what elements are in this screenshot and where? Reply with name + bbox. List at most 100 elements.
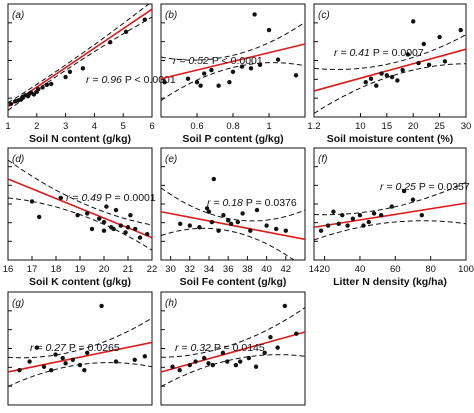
- x-tick-label: 6: [149, 121, 154, 132]
- x-tick-label: 14: [309, 264, 320, 275]
- data-point: [77, 362, 83, 368]
- data-point: [226, 218, 231, 223]
- data-point: [36, 86, 41, 92]
- data-point: [99, 303, 104, 309]
- data-point: [49, 368, 54, 373]
- x-tick-label: 30: [461, 121, 472, 132]
- x-tick-label: 42: [281, 264, 292, 275]
- data-point: [230, 69, 236, 75]
- data-point: [264, 223, 269, 228]
- x-tick-label: 20: [319, 264, 330, 275]
- data-point: [177, 368, 182, 373]
- x-tick-label: 40: [261, 264, 272, 275]
- data-point: [238, 359, 243, 364]
- x-tick-label: 1.2: [307, 121, 320, 132]
- x-tick-label: 10: [355, 121, 366, 132]
- regression-line: [7, 341, 153, 373]
- x-tick-label: 1: [5, 121, 10, 132]
- panel-label: (a): [12, 10, 24, 21]
- data-point: [357, 213, 363, 218]
- data-point: [123, 230, 128, 235]
- data-point: [220, 350, 226, 356]
- data-point: [108, 40, 113, 45]
- data-point: [405, 52, 411, 57]
- confidence-band-upper: [7, 3, 153, 104]
- x-tick-label: 5: [121, 121, 126, 132]
- data-point: [142, 17, 147, 22]
- x-tick-label: 36: [223, 264, 234, 275]
- data-point: [221, 213, 226, 218]
- data-point: [111, 226, 116, 232]
- data-point: [34, 345, 39, 350]
- x-tick-label: 0.8: [226, 121, 239, 132]
- data-point: [378, 213, 384, 218]
- panel-f: 14 20 40 60 80 100 Litter N density (kg/ha) (f)…: [309, 147, 474, 288]
- data-point: [228, 221, 234, 227]
- data-point: [209, 67, 214, 73]
- data-point: [361, 223, 366, 228]
- data-point: [85, 211, 90, 216]
- confidence-band-upper: [160, 307, 306, 358]
- data-point: [187, 362, 192, 368]
- data-point: [101, 219, 107, 225]
- confidence-band-upper: [160, 187, 306, 222]
- panel-label: (h): [165, 298, 177, 309]
- x-tick-label: 60: [390, 264, 401, 275]
- panel-a: 1 2 3 4 5 6 Soil N content (g/kg) (a) r = 0.96 P…: [5, 3, 176, 145]
- data-point: [400, 67, 405, 73]
- x-tick-label: 100: [458, 264, 474, 275]
- data-point: [283, 228, 288, 233]
- panel-label: (g): [12, 298, 24, 309]
- data-point: [374, 83, 379, 88]
- data-point: [162, 80, 167, 85]
- x-tick-label: 2: [34, 121, 39, 132]
- x-tick-label: 38: [242, 264, 253, 275]
- data-point: [41, 364, 47, 369]
- data-point: [437, 34, 442, 40]
- x-tick-label: 3: [63, 121, 68, 132]
- data-point: [97, 216, 102, 221]
- data-point: [274, 226, 279, 232]
- x-axis-label: Soil P content (g/kg): [182, 133, 283, 145]
- x-tick-label: 17: [27, 264, 38, 275]
- data-point: [118, 223, 124, 228]
- confidence-band-lower: [160, 354, 306, 388]
- data-point: [442, 59, 448, 64]
- data-point: [206, 209, 212, 214]
- data-point: [178, 221, 183, 227]
- confidence-band-lower: [313, 63, 467, 114]
- panel-d: 16 17 18 19 20 21 22 Soil K content (g/kg) (d) r …: [3, 147, 157, 288]
- data-point: [89, 226, 95, 232]
- data-point: [216, 83, 221, 88]
- data-point: [104, 204, 109, 209]
- x-tick-label: 20: [99, 264, 110, 275]
- panel-label: (d): [12, 154, 24, 165]
- data-point: [233, 362, 239, 368]
- x-tick-label: 32: [185, 264, 196, 275]
- x-axis-label: Soil N content (g/kg): [29, 133, 131, 145]
- plot-frame: [313, 147, 467, 261]
- data-point: [268, 335, 273, 340]
- stats-annotation: r = 0.41 P = 0.0007: [334, 47, 424, 59]
- x-tick-label: 15: [382, 121, 393, 132]
- data-point: [371, 211, 377, 216]
- data-point: [368, 76, 374, 81]
- data-point: [206, 361, 211, 366]
- x-tick-label: 21: [123, 264, 134, 275]
- data-point: [340, 213, 345, 218]
- panel-label: (c): [318, 10, 330, 21]
- panel-label: (b): [165, 10, 177, 21]
- regression-line: [160, 43, 306, 80]
- data-point: [85, 350, 90, 356]
- data-point: [336, 221, 341, 227]
- stats-annotation: r = 0.96 P < 0.0001: [86, 74, 176, 86]
- x-tick-label: 16: [3, 264, 14, 275]
- stats-annotation: r = 0.52 P < 0.0001: [173, 55, 263, 67]
- data-point: [248, 228, 253, 233]
- data-point: [389, 74, 395, 80]
- data-point: [63, 361, 68, 366]
- data-point: [254, 207, 260, 213]
- confidence-band-upper: [313, 34, 467, 71]
- x-axis-label: Soil moisture content (%): [327, 133, 454, 145]
